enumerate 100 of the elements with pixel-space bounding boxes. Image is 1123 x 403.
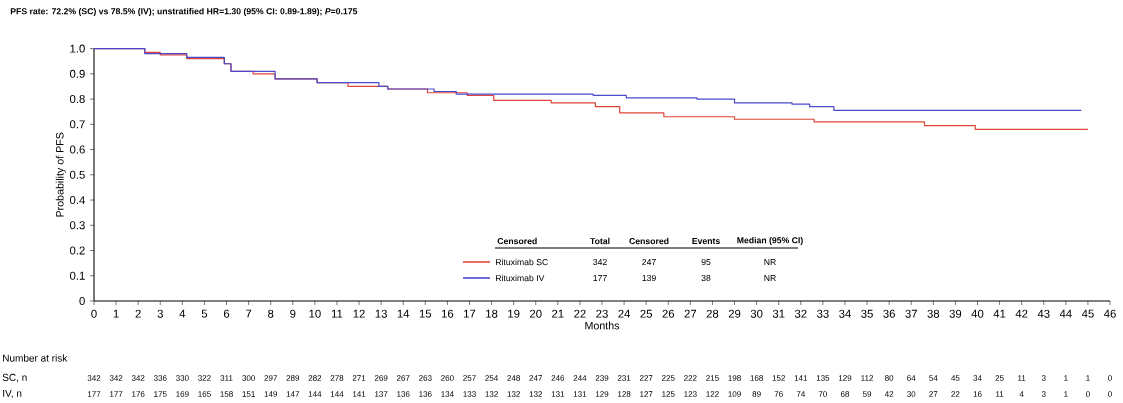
x-tick-label: 6 <box>223 309 230 318</box>
x-tick-label: 45 <box>1081 309 1094 318</box>
text: 125 <box>662 391 675 397</box>
x-tick-label: 42 <box>1015 309 1028 318</box>
x-tick-label: 7 <box>246 309 252 318</box>
text: 227 <box>639 375 653 381</box>
x-tick-label: 15 <box>419 309 432 318</box>
text: 141 <box>794 375 808 381</box>
text: 147 <box>286 391 300 397</box>
x-tick-label: 5 <box>201 309 208 318</box>
text: 134 <box>441 391 454 397</box>
annotation: 177 <box>593 275 607 281</box>
text: 1 <box>1086 375 1090 381</box>
text: 322 <box>198 375 211 381</box>
annotation: Censored <box>629 237 669 245</box>
text: 269 <box>374 375 388 381</box>
text: 239 <box>595 375 609 381</box>
x-tick-label: 30 <box>750 309 763 318</box>
y-axis-title: Probability of PFS <box>55 132 66 217</box>
x-tick-label: 34 <box>839 309 851 318</box>
annotation: 139 <box>642 274 656 282</box>
x-axis-title: Months <box>585 321 620 330</box>
annotation: Total <box>590 237 610 245</box>
x-tick-label: 31 <box>772 309 785 318</box>
text: 260 <box>441 375 454 381</box>
y-tick-label: 1.0 <box>70 44 85 53</box>
text: 136 <box>419 391 432 397</box>
text: 133 <box>463 391 476 397</box>
x-tick-label: 0 <box>91 309 97 318</box>
x-tick-label: 19 <box>508 309 520 318</box>
y-tick-label: 0.4 <box>69 196 85 205</box>
text: 342 <box>109 375 123 381</box>
text: 27 <box>929 391 938 397</box>
x-tick-label: 17 <box>464 309 476 318</box>
text: 246 <box>551 375 565 381</box>
text: 267 <box>396 375 410 381</box>
x-tick-label: 18 <box>486 309 498 318</box>
x-tick-label: 11 <box>331 309 343 318</box>
x-tick-label: 25 <box>640 309 653 318</box>
text: 137 <box>375 391 388 397</box>
x-tick-label: 37 <box>905 309 917 318</box>
text: 11 <box>996 391 1004 397</box>
text: 42 <box>884 391 894 397</box>
annotation: 95 <box>701 258 711 266</box>
text: 198 <box>728 375 741 381</box>
text: 129 <box>595 391 609 397</box>
text: 168 <box>750 375 763 381</box>
text: 271 <box>352 375 366 381</box>
text: 278 <box>330 375 344 381</box>
text: 76 <box>774 391 783 397</box>
text: 248 <box>507 375 520 381</box>
text: 222 <box>684 375 697 381</box>
text: 30 <box>907 391 916 397</box>
text: 175 <box>154 391 167 397</box>
text: 165 <box>198 391 211 397</box>
x-tick-label: 21 <box>552 309 564 318</box>
annotation: 342 <box>593 258 607 266</box>
text: 131 <box>573 391 587 397</box>
text: 132 <box>507 391 520 397</box>
text: 68 <box>840 391 850 397</box>
x-tick-label: 44 <box>1059 309 1072 318</box>
text: 74 <box>796 391 806 397</box>
legend-label: Rituximab SC <box>495 258 548 266</box>
y-tick-label: 0.5 <box>69 170 85 179</box>
annotation: Median (95% CI) <box>737 236 803 246</box>
legend-label: Rituximab IV <box>495 274 545 282</box>
text: 342 <box>87 375 101 381</box>
x-tick-label: 46 <box>1103 309 1116 318</box>
text: 70 <box>818 391 828 397</box>
text: 54 <box>929 375 938 381</box>
x-tick-label: 20 <box>530 309 542 318</box>
y-tick-label: 0 <box>79 297 85 305</box>
x-tick-label: 43 <box>1037 309 1050 318</box>
y-tick-label: 0.1 <box>69 271 85 280</box>
text: 80 <box>885 375 894 381</box>
text: 231 <box>617 375 631 381</box>
y-tick-label: 0.7 <box>69 120 85 129</box>
text: 135 <box>816 375 830 381</box>
text: 11 <box>1018 375 1026 381</box>
x-tick-label: 36 <box>883 309 895 318</box>
legend-title: Censored <box>497 237 537 245</box>
text: 112 <box>861 375 874 381</box>
text: 289 <box>286 375 300 381</box>
text: 257 <box>463 375 476 381</box>
text: 1 <box>1064 375 1068 381</box>
y-tick-label: 0.6 <box>69 145 85 154</box>
text: IV, n <box>3 389 22 399</box>
text: 123 <box>684 391 697 397</box>
text: 109 <box>728 391 741 397</box>
x-tick-label: 26 <box>662 309 675 318</box>
text: 282 <box>308 375 322 381</box>
text: 22 <box>951 391 960 397</box>
text: 59 <box>862 391 872 397</box>
text: 300 <box>242 375 255 381</box>
text: 151 <box>242 391 255 397</box>
text: 263 <box>419 375 432 381</box>
text: SC, n <box>2 373 27 383</box>
x-tick-label: 28 <box>706 309 719 318</box>
text: 3 <box>1041 391 1046 397</box>
text: 0 <box>1108 375 1112 381</box>
